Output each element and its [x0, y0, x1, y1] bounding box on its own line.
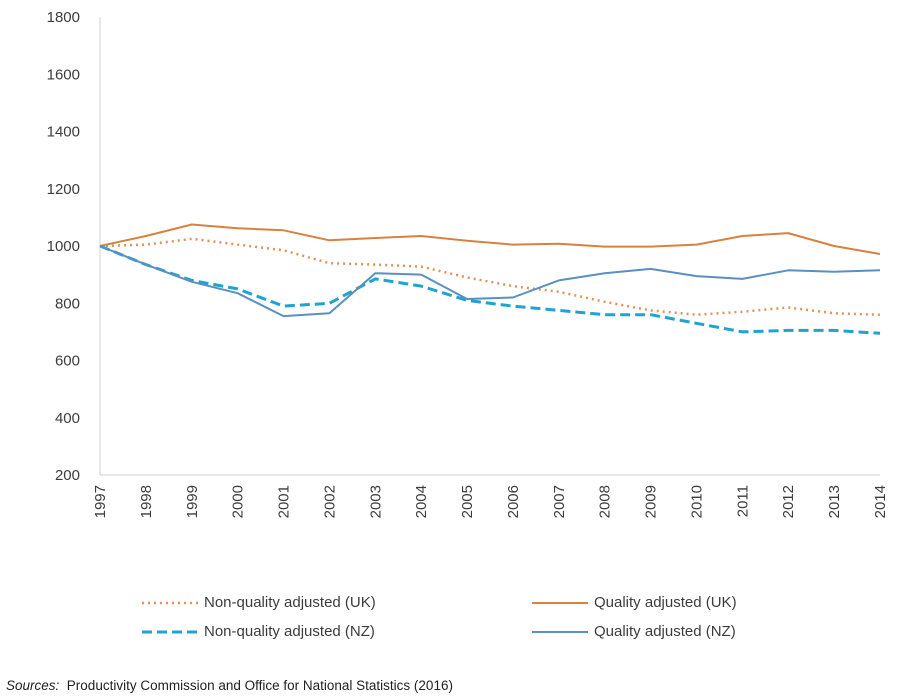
x-tick-label: 1998	[138, 485, 155, 518]
x-tick-label: 2013	[826, 485, 843, 518]
x-tick-label: 2001	[276, 485, 293, 518]
x-tick-label: 2009	[643, 485, 660, 518]
series-lines	[99, 223, 881, 335]
legend-swatch-solid-orange	[532, 601, 588, 604]
legend-label: Quality adjusted (NZ)	[594, 623, 736, 640]
x-tick-label: 2002	[321, 485, 338, 518]
x-tick-label: 2008	[597, 485, 614, 518]
legend-swatch-dotted-orange	[142, 601, 198, 604]
source-prefix: Sources:	[6, 678, 60, 693]
y-tick-label: 200	[55, 467, 80, 484]
y-tick-label: 1400	[47, 124, 80, 141]
legend-label: Quality adjusted (UK)	[594, 594, 737, 611]
series-line-quality-adjusted-uk	[99, 223, 881, 255]
y-tick-label: 400	[55, 410, 80, 427]
legend-item-nonquality-nz: Non-quality adjusted (NZ)	[140, 623, 375, 640]
x-tick-label: 2000	[230, 485, 247, 518]
line-chart: 200 400 600 800 1000 1200 1400 1600 1800 1997 1998…	[47, 9, 889, 518]
x-tick-label: 2014	[872, 485, 889, 518]
series-line-quality-adjusted-nz	[99, 245, 881, 318]
legend-label: Non-quality adjusted (NZ)	[204, 623, 375, 640]
x-tick-label: 2011	[734, 485, 751, 517]
y-tick-label: 1200	[47, 181, 80, 198]
legend-item-quality-uk: Quality adjusted (UK)	[530, 594, 737, 611]
x-tick-label: 2012	[780, 485, 797, 518]
y-tick-label: 1000	[47, 238, 80, 255]
x-tick-label: 2003	[367, 485, 384, 518]
tick-labels: 200 400 600 800 1000 1200 1400 1600 1800 1997 1998…	[47, 9, 889, 518]
source-note: Sources: Productivity Commission and Off…	[6, 678, 453, 693]
y-tick-label: 800	[55, 295, 80, 312]
x-tick-label: 2004	[413, 485, 430, 518]
x-tick-label: 2005	[459, 485, 476, 518]
x-tick-label: 2010	[688, 485, 705, 518]
legend-swatch-dashed-blue	[142, 630, 198, 633]
y-tick-label: 1800	[47, 9, 80, 26]
source-text: Productivity Commission and Office for N…	[66, 678, 453, 693]
series-line-non-quality-adjusted-nz	[99, 244, 881, 335]
x-tick-label: 1999	[184, 485, 201, 518]
x-tick-label: 2007	[551, 485, 568, 518]
axes	[99, 17, 880, 476]
y-tick-label: 1600	[47, 66, 80, 83]
x-tick-label: 1997	[92, 485, 109, 518]
legend-label: Non-quality adjusted (UK)	[204, 594, 376, 611]
y-tick-label: 600	[55, 353, 80, 370]
legend-item-nonquality-uk: Non-quality adjusted (UK)	[140, 594, 376, 611]
legend-swatch-solid-blue	[532, 630, 588, 633]
legend-item-quality-nz: Quality adjusted (NZ)	[530, 623, 736, 640]
x-tick-label: 2006	[505, 485, 522, 518]
